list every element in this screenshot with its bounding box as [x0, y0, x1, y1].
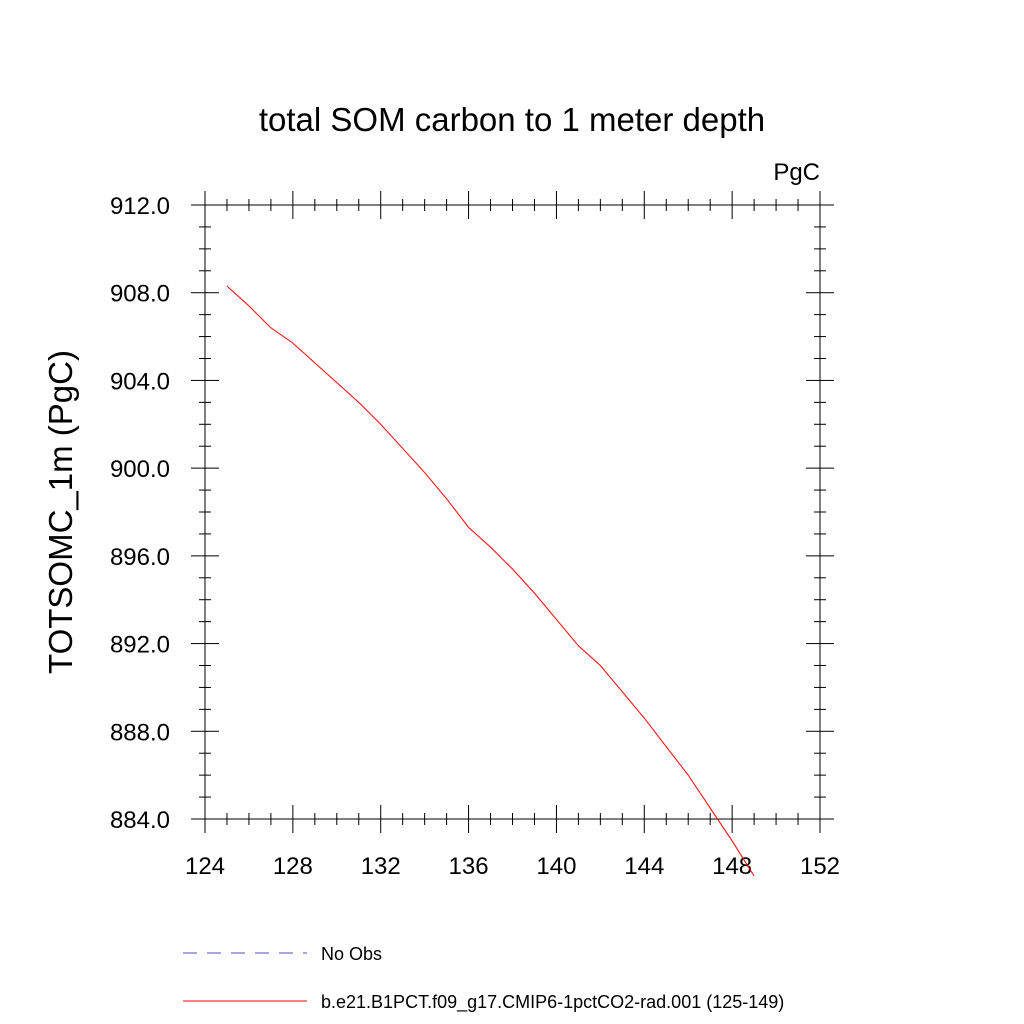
legend-label: b.e21.B1PCT.f09_g17.CMIP6-1pctCO2-rad.00… [321, 992, 784, 1013]
y-tick-label: 908.0 [110, 281, 170, 308]
legend-label: No Obs [321, 944, 382, 964]
series-group [226, 285, 755, 877]
y-tick-label: 912.0 [110, 193, 170, 220]
y-tick-label: 900.0 [110, 456, 170, 483]
axis-ticks [191, 191, 834, 833]
y-tick-label: 888.0 [110, 719, 170, 746]
tick-labels: 124 128 132 136 140 144 148 152 884.0 888.0 892.0 8… [110, 193, 840, 880]
series-line [226, 285, 755, 877]
x-tick-label: 132 [361, 853, 401, 880]
units-label: PgC [773, 159, 820, 186]
x-tick-label: 128 [273, 853, 313, 880]
y-tick-label: 896.0 [110, 544, 170, 571]
plot-frame [204, 204, 821, 820]
legend: No Obs b.e21.B1PCT.f09_g17.CMIP6-1pctCO2-… [183, 944, 784, 1013]
x-tick-label: 140 [536, 853, 576, 880]
x-tick-label: 144 [624, 853, 664, 880]
y-tick-label: 892.0 [110, 632, 170, 659]
x-tick-label: 152 [800, 853, 840, 880]
x-tick-label: 148 [712, 853, 752, 880]
y-axis-label: TOTSOMC_1m (PgC) [42, 350, 79, 674]
x-tick-label: 136 [449, 853, 489, 880]
chart-title: total SOM carbon to 1 meter depth [259, 101, 765, 138]
x-tick-label: 124 [185, 853, 225, 880]
y-tick-label: 884.0 [110, 807, 170, 834]
y-tick-label: 904.0 [110, 368, 170, 395]
